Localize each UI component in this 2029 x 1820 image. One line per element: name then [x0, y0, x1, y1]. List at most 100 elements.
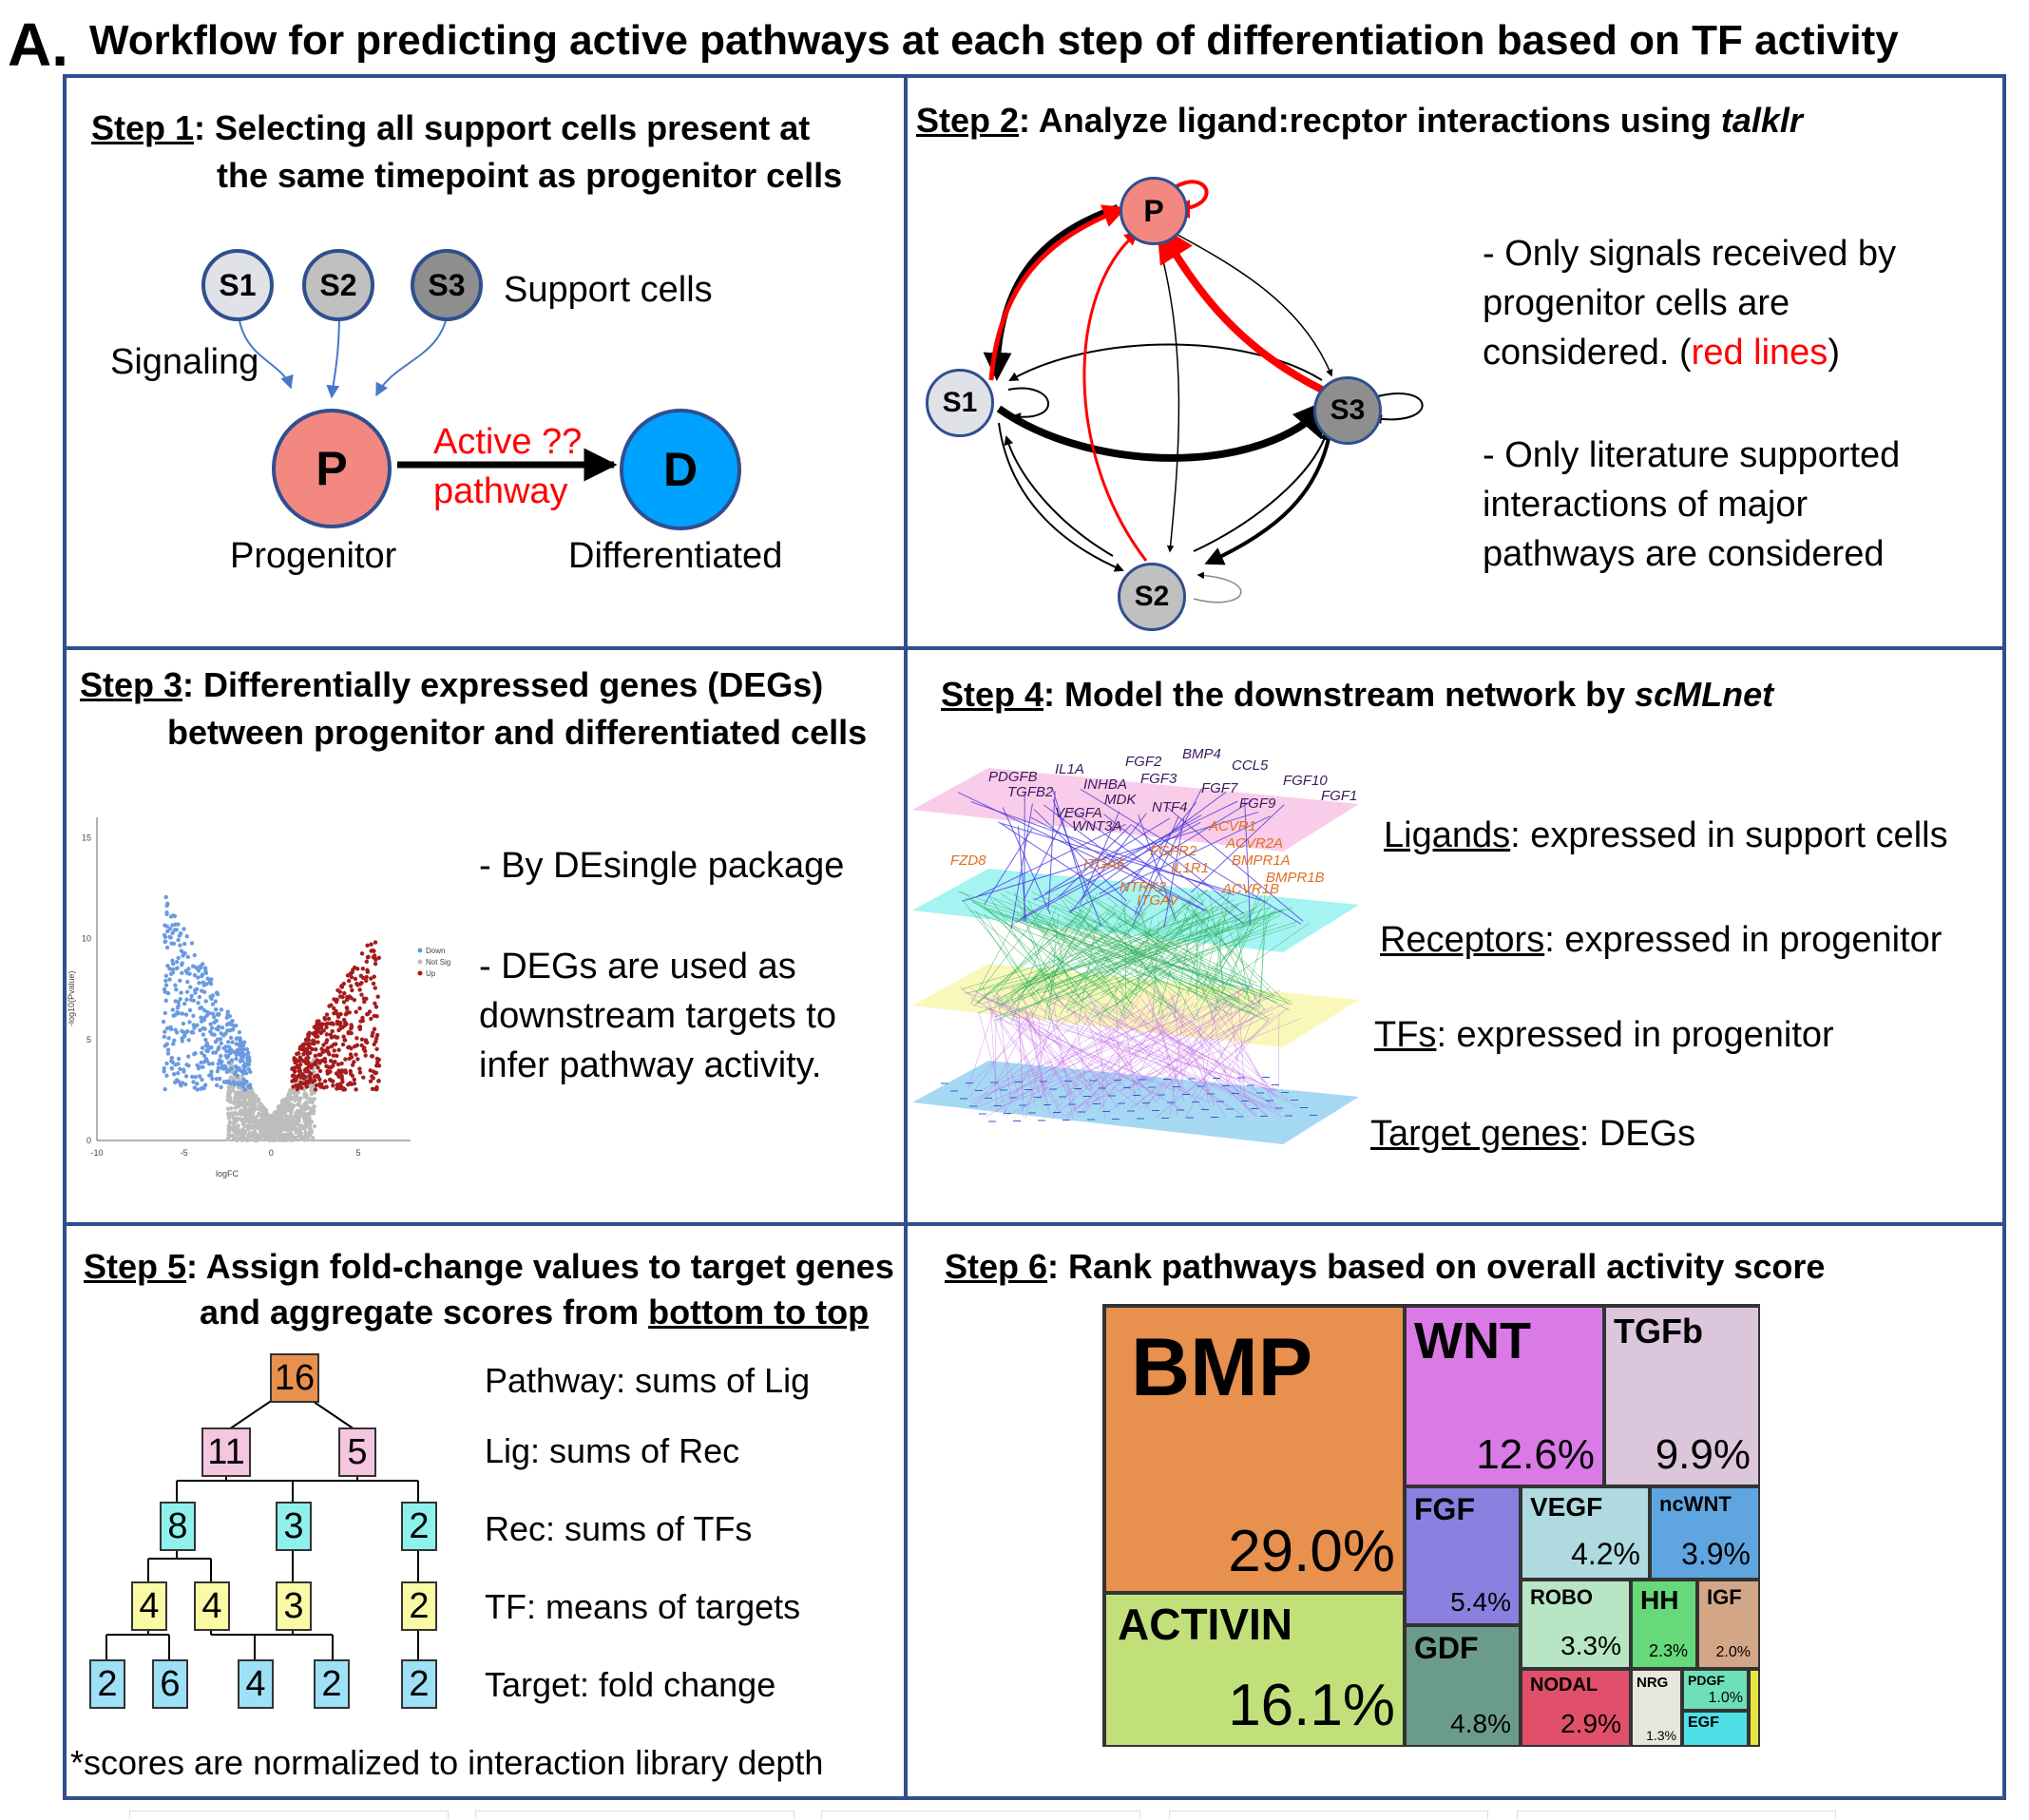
- volcano-point-up: [301, 1059, 306, 1063]
- volcano-point-up: [357, 1066, 362, 1071]
- rule-lig: Lig: sums of Rec: [485, 1431, 740, 1470]
- red-loop-p: [1166, 180, 1209, 219]
- volcano-point-down: [214, 1077, 220, 1082]
- tree-rec-node: 3: [276, 1502, 312, 1551]
- tf-target-edge: [997, 993, 1011, 1099]
- volcano-point-up: [330, 1028, 335, 1034]
- volcano-point-up: [373, 986, 378, 990]
- volcano-point-down: [165, 901, 170, 907]
- volcano-point-up: [369, 1016, 373, 1022]
- volcano-point-down: [213, 1050, 219, 1055]
- volcano-point-down: [202, 966, 208, 971]
- tf-target-edge: [1170, 1007, 1211, 1092]
- volcano-point-down: [165, 990, 171, 996]
- bottom-strip: [821, 1810, 1140, 1819]
- volcano-point-notsig: [248, 1116, 254, 1121]
- treemap-cell-robo: ROBO 3.3%: [1521, 1580, 1631, 1669]
- volcano-point-up: [292, 1058, 297, 1063]
- volcano-point-notsig: [311, 1138, 316, 1142]
- volcano-point-up: [374, 1046, 379, 1052]
- volcano-point-down: [162, 1034, 167, 1040]
- panel-step6: [904, 1222, 2006, 1800]
- tf-target-edge: [1155, 999, 1239, 1102]
- volcano-point-down: [198, 1006, 202, 1010]
- volcano-point-up: [354, 1036, 359, 1041]
- volcano-point-down: [173, 1063, 178, 1067]
- step3-title-line1: : Differentially expressed genes (DEGs): [182, 665, 824, 704]
- tf-target-edge: [972, 996, 1165, 1104]
- receptor-tf-edge: [994, 921, 1296, 1018]
- receptor-tf-edge: [995, 906, 1173, 1005]
- volcano-point-down: [239, 1040, 244, 1045]
- volcano-point-up: [341, 1034, 346, 1039]
- volcano-point-down: [174, 1078, 180, 1082]
- volcano-point-notsig: [274, 1121, 278, 1126]
- ligand-label: FGF7: [1201, 780, 1238, 796]
- loop-s1: [1007, 387, 1050, 422]
- signaling-label: Signaling: [110, 342, 259, 382]
- tf-target-edge: [1030, 993, 1113, 1100]
- receptor-tf-edge: [1004, 924, 1058, 989]
- receptor-tf-edge: [984, 913, 1042, 1005]
- ligand-receptor-edge: [1165, 806, 1304, 922]
- loop-s3: [1372, 393, 1424, 425]
- volcano-point-notsig: [310, 1087, 315, 1093]
- s3-node: S3: [411, 249, 483, 321]
- tf-target-edge: [1158, 1009, 1178, 1116]
- volcano-point-up: [370, 1086, 375, 1092]
- volcano-point-up: [347, 1010, 352, 1015]
- volcano-point-up: [321, 1043, 326, 1047]
- tree-lig-node: 11: [201, 1427, 251, 1477]
- progenitor-node: P: [272, 409, 392, 528]
- receptor-tf-edge: [1005, 914, 1208, 986]
- step4-heading: Step 4: Model the downstream network by …: [941, 675, 1773, 715]
- volcano-point-down: [184, 934, 189, 939]
- tf-target-edge: [1170, 998, 1186, 1115]
- volcano-point-down: [200, 988, 204, 993]
- volcano-point-up: [313, 1087, 318, 1092]
- tf-target-edge: [999, 1012, 1176, 1092]
- volcano-point-up: [365, 969, 371, 974]
- volcano-point-down: [186, 1054, 191, 1059]
- tf-target-edge: [1129, 1007, 1267, 1109]
- volcano-point-down: [167, 967, 172, 971]
- layer-receptors: Receptors: expressed in progenitor: [1380, 920, 1943, 960]
- volcano-point-up: [360, 967, 366, 971]
- volcano-point-up: [354, 1052, 358, 1057]
- volcano-point-down: [176, 937, 181, 943]
- volcano-point-notsig: [226, 1089, 231, 1094]
- receptor-tf-edge: [1107, 896, 1228, 1003]
- volcano-point-up: [297, 1044, 303, 1049]
- volcano-point-notsig: [229, 1133, 234, 1139]
- receptor-tf-edge: [1188, 908, 1290, 1006]
- receptor-tf-edge: [1036, 907, 1271, 991]
- volcano-point-down: [164, 1073, 169, 1079]
- volcano-point-notsig: [277, 1104, 281, 1109]
- receptor-tf-edge: [1025, 900, 1234, 988]
- volcano-point-down: [165, 964, 170, 968]
- volcano-point-down: [163, 973, 169, 978]
- volcano-point-down: [173, 1027, 178, 1032]
- treemap-cell-bmp: BMP 29.0%: [1104, 1306, 1405, 1593]
- treemap-cell-pdgf: PDGF 1.0%: [1682, 1669, 1749, 1711]
- step2-note1-line2: progenitor cells are: [1483, 283, 1790, 323]
- volcano-point-notsig: [289, 1137, 295, 1141]
- tf-target-edge: [1147, 1005, 1234, 1086]
- ligand-receptor-edge: [1010, 803, 1033, 929]
- volcano-point-down: [174, 987, 179, 992]
- s1-node: S1: [201, 249, 274, 321]
- legend-label: Not Sig: [426, 958, 450, 967]
- tf-target-edge: [1159, 997, 1290, 1101]
- volcano-point-up: [359, 951, 365, 956]
- receptor-label: NTRK2: [1120, 879, 1167, 895]
- volcano-point-down: [193, 965, 199, 969]
- volcano-point-notsig: [307, 1124, 313, 1129]
- volcano-point-notsig: [252, 1129, 258, 1134]
- receptor-tf-edge: [975, 910, 1039, 1006]
- legend-label: Up: [426, 969, 436, 978]
- receptor-tf-edge: [1027, 902, 1155, 991]
- volcano-point-notsig: [239, 1090, 243, 1095]
- volcano-point-up: [369, 948, 373, 953]
- volcano-point-up: [361, 1075, 366, 1080]
- tf-target-edge: [1187, 1014, 1276, 1093]
